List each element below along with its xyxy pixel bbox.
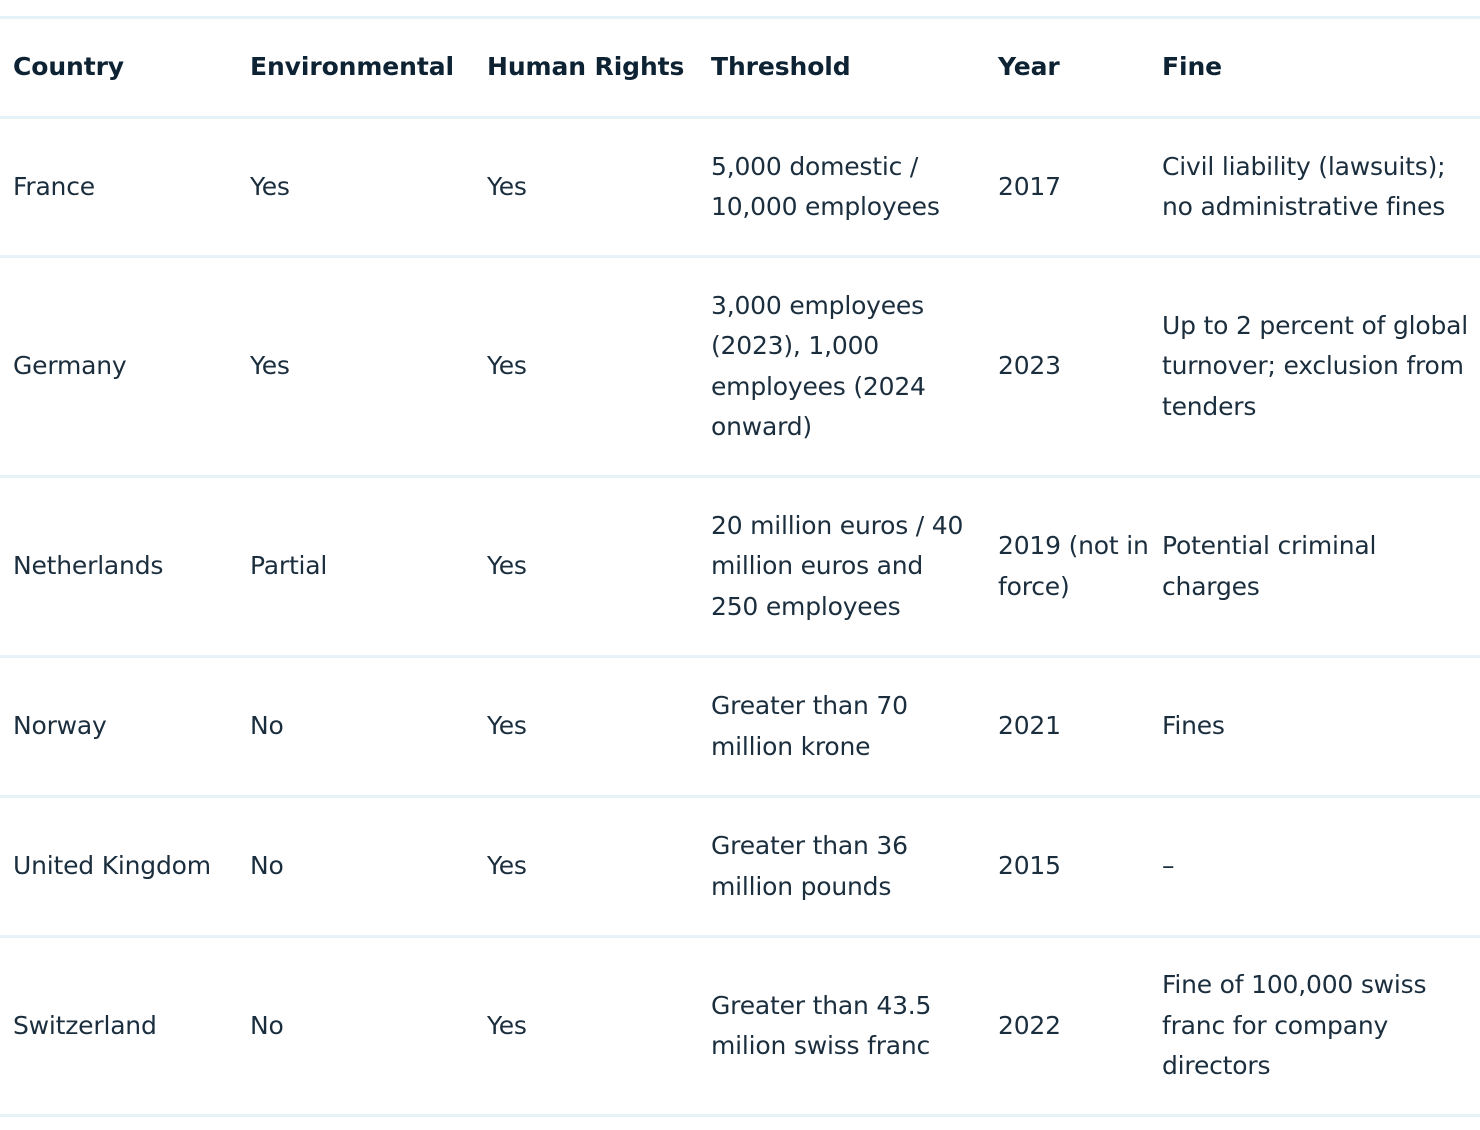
cell-fine: Civil liability (lawsuits); no administr… (1149, 117, 1480, 258)
table-row: France Yes Yes 5,000 domestic / 10,000 e… (0, 117, 1480, 258)
cell-environmental: Yes (237, 117, 474, 258)
cell-country: Germany (0, 256, 237, 478)
cell-environmental: Partial (237, 476, 474, 658)
cell-country: Switzerland (0, 936, 237, 1117)
table-row: Germany Yes Yes 3,000 employees (2023), … (0, 256, 1480, 478)
header-row: Country Environmental Human Rights Thres… (0, 17, 1480, 119)
table-row: Netherlands Partial Yes 20 million euros… (0, 476, 1480, 658)
cell-fine: Fines (1149, 656, 1480, 798)
cell-country: Netherlands (0, 476, 237, 658)
cell-environmental: No (237, 656, 474, 798)
header-fine: Fine (1149, 17, 1480, 119)
cell-human-rights: Yes (474, 476, 698, 658)
cell-threshold: 3,000 employees (2023), 1,000 employees … (698, 256, 985, 478)
cell-year: 2021 (985, 656, 1149, 798)
cell-human-rights: Yes (474, 117, 698, 258)
header-environmental: Environmental (237, 17, 474, 119)
header-year: Year (985, 17, 1149, 119)
cell-country: France (0, 117, 237, 258)
table-row: Switzerland No Yes Greater than 43.5 mil… (0, 936, 1480, 1117)
cell-year: 2019 (not in force) (985, 476, 1149, 658)
table-row: Norway No Yes Greater than 70 million kr… (0, 656, 1480, 798)
cell-year: 2017 (985, 117, 1149, 258)
cell-fine: Up to 2 percent of global turnover; excl… (1149, 256, 1480, 478)
table-row: United Kingdom No Yes Greater than 36 mi… (0, 796, 1480, 938)
cell-human-rights: Yes (474, 656, 698, 798)
cell-human-rights: Yes (474, 256, 698, 478)
cell-threshold: 5,000 domestic / 10,000 employees (698, 117, 985, 258)
cell-fine: – (1149, 796, 1480, 938)
regulations-table: Country Environmental Human Rights Thres… (0, 16, 1480, 1117)
header-country: Country (0, 17, 237, 119)
header-threshold: Threshold (698, 17, 985, 119)
table-header: Country Environmental Human Rights Thres… (0, 17, 1480, 119)
cell-threshold: Greater than 43.5 milion swiss franc (698, 936, 985, 1117)
cell-environmental: Yes (237, 256, 474, 478)
cell-threshold: Greater than 70 million krone (698, 656, 985, 798)
cell-year: 2023 (985, 256, 1149, 478)
cell-country: Norway (0, 656, 237, 798)
header-human-rights: Human Rights (474, 17, 698, 119)
cell-country: United Kingdom (0, 796, 237, 938)
cell-threshold: Greater than 36 million pounds (698, 796, 985, 938)
table-body: France Yes Yes 5,000 domestic / 10,000 e… (0, 117, 1480, 1117)
cell-fine: Potential criminal charges (1149, 476, 1480, 658)
cell-threshold: 20 million euros / 40 million euros and … (698, 476, 985, 658)
cell-human-rights: Yes (474, 796, 698, 938)
cell-human-rights: Yes (474, 936, 698, 1117)
cell-year: 2022 (985, 936, 1149, 1117)
cell-fine: Fine of 100,000 swiss franc for company … (1149, 936, 1480, 1117)
cell-environmental: No (237, 936, 474, 1117)
cell-year: 2015 (985, 796, 1149, 938)
cell-environmental: No (237, 796, 474, 938)
